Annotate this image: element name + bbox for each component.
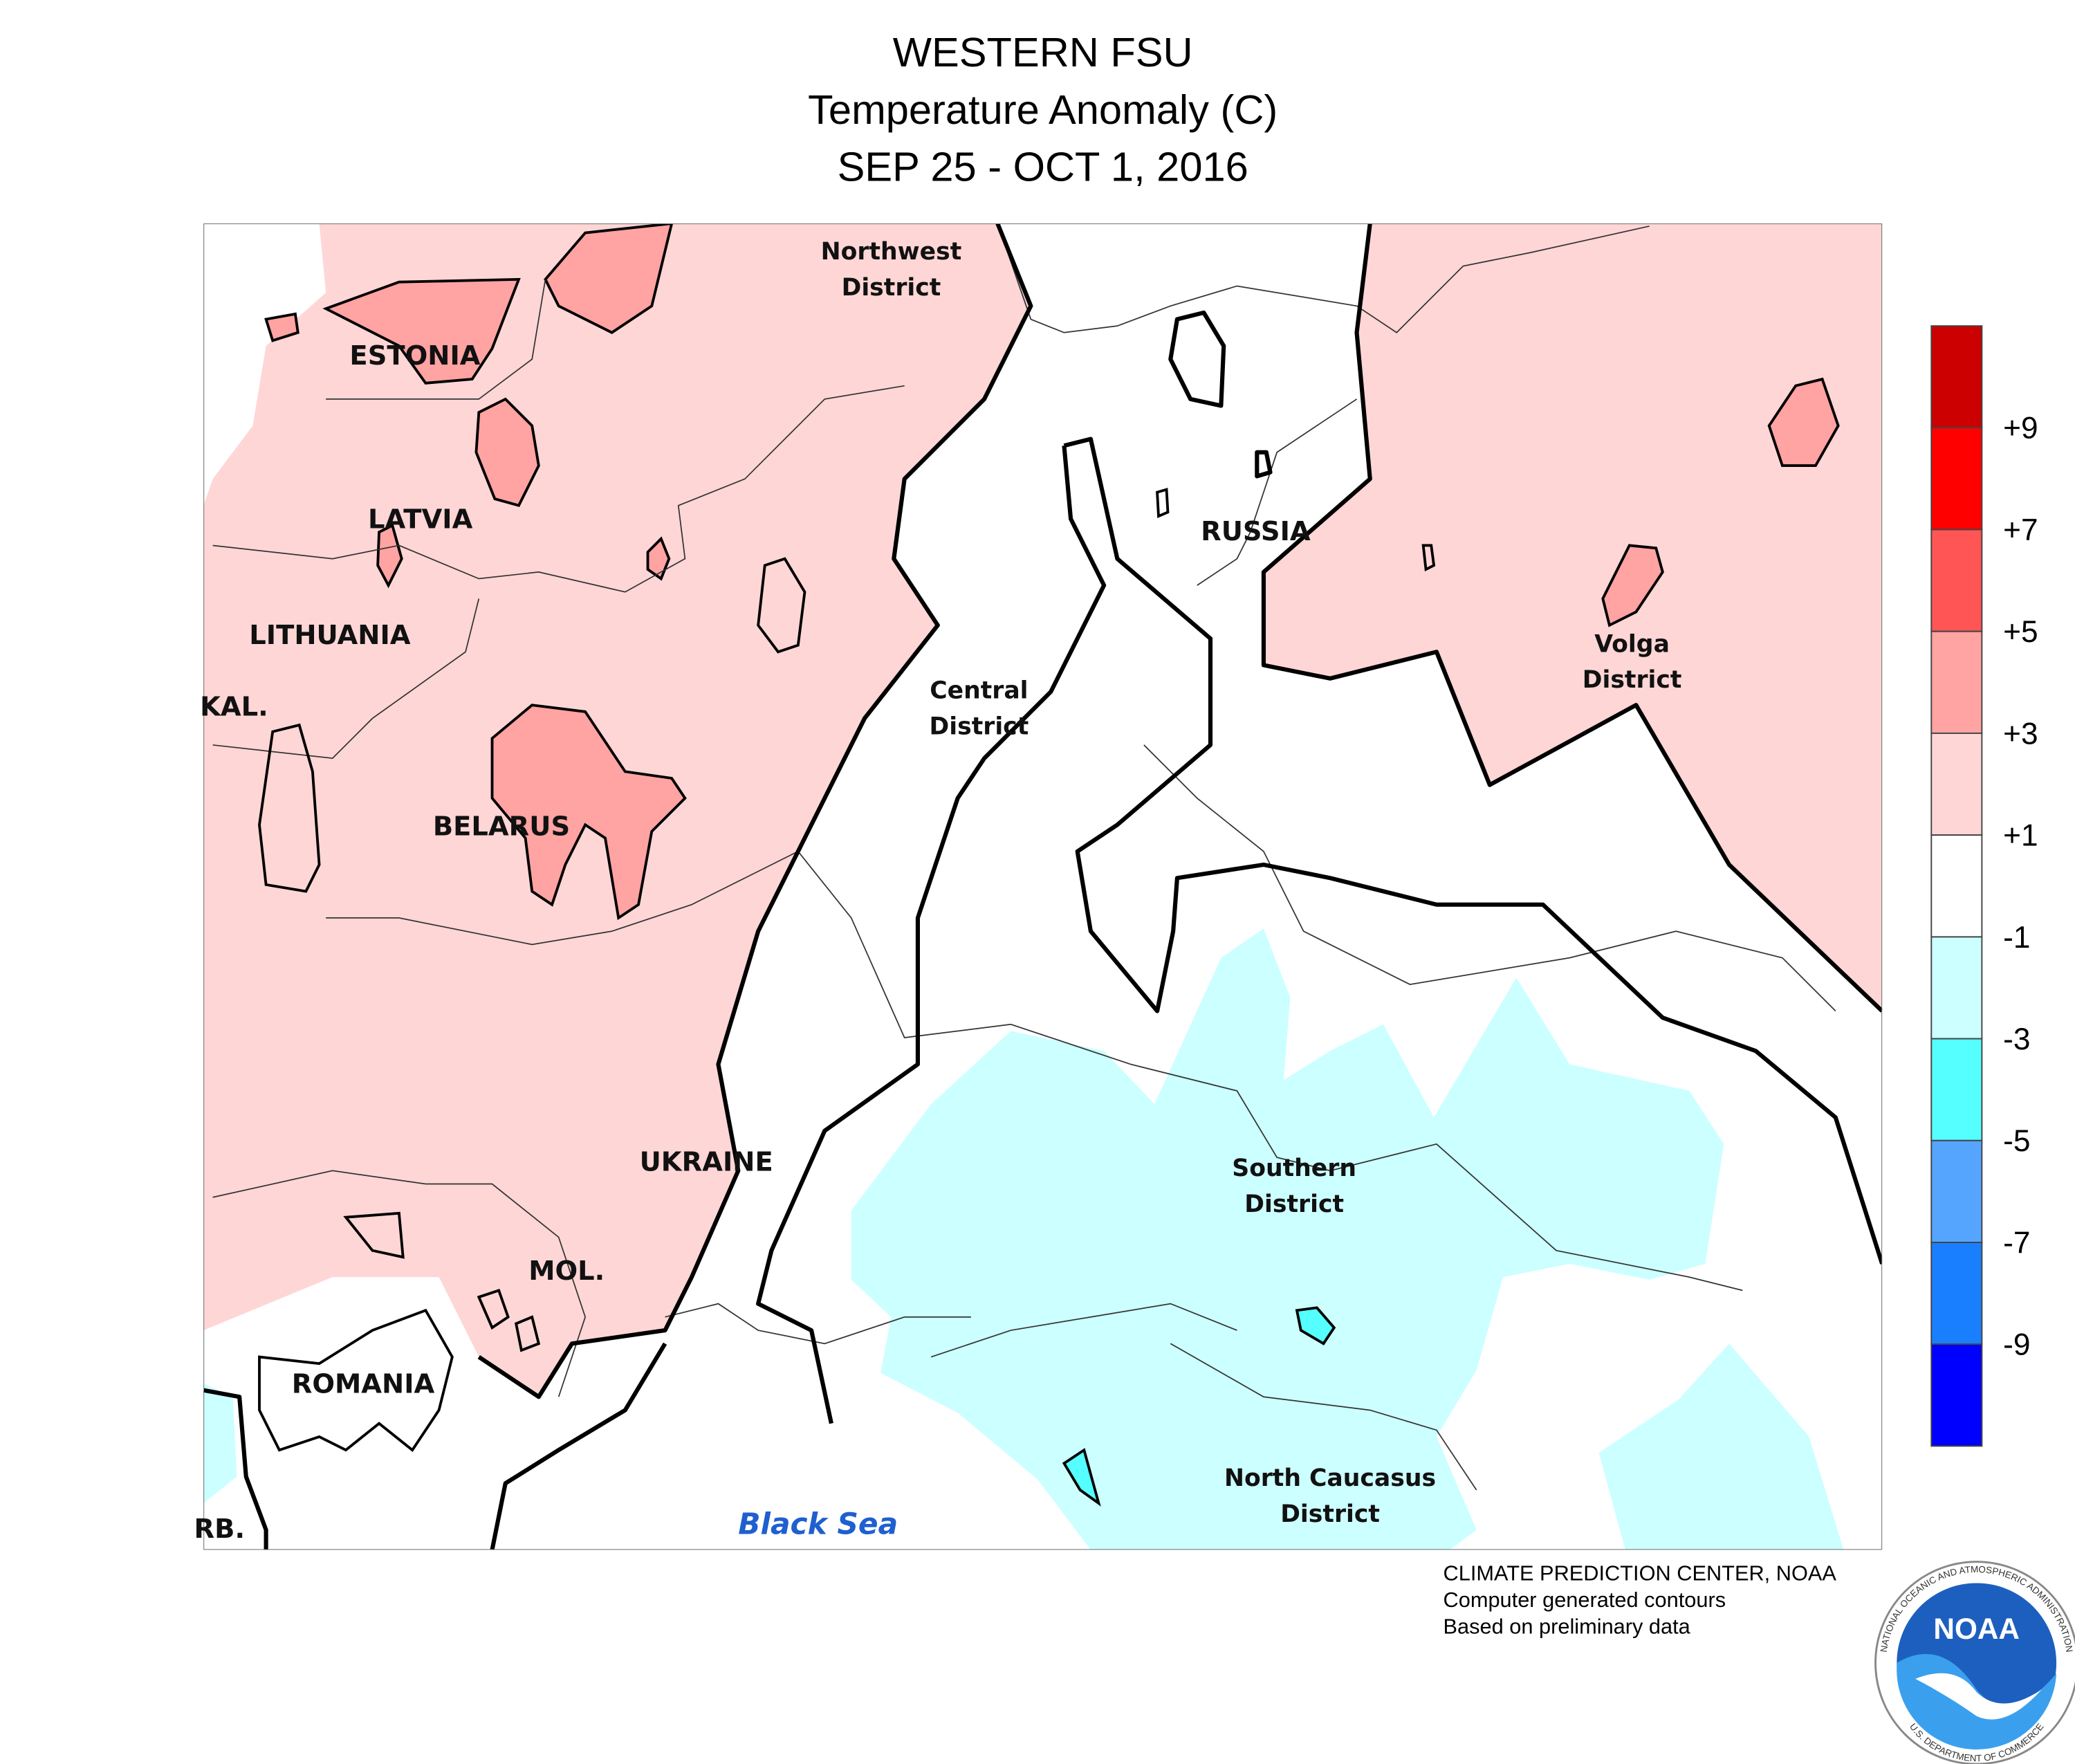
legend-swatch [1930, 936, 1983, 1040]
map-label: Northwest [821, 238, 962, 266]
legend-swatch [1930, 427, 1983, 531]
legend-swatch [1930, 834, 1983, 938]
map-label: District [1244, 1191, 1344, 1218]
credit: Computer generated contours [1444, 1588, 1726, 1612]
legend-label: -9 [2003, 1328, 2030, 1362]
map-label: District [930, 713, 1029, 741]
legend-swatch [1930, 630, 1983, 734]
map-label: BELARUS [433, 811, 570, 843]
noaa-logo: NOAA NATIONAL OCEANIC AND ATMOSPHERIC AD… [1874, 1561, 2075, 1764]
legend-label: +1 [2003, 819, 2038, 853]
map-label: MOL. [528, 1256, 605, 1287]
date: SEP 25 - OCT 1, 2016 [838, 144, 1248, 190]
legend-swatch [1930, 733, 1983, 836]
map-label: Central [930, 677, 1028, 705]
map-label: Southern [1232, 1155, 1356, 1182]
legend-swatch [1930, 529, 1983, 632]
legend-swatch [1930, 1242, 1983, 1345]
legend-swatch [1930, 1343, 1983, 1447]
legend-label: +9 [2003, 412, 2038, 445]
map-label: ROMANIA [292, 1368, 435, 1399]
legend-label: +5 [2003, 615, 2038, 649]
subtitle: Temperature Anomaly (C) [808, 86, 1278, 133]
logo-text: NOAA [1933, 1613, 2020, 1645]
legend-label: -7 [2003, 1226, 2030, 1260]
title: WESTERN FSU [893, 29, 1193, 75]
legend-label: -1 [2003, 921, 2030, 955]
map-label: LATVIA [368, 504, 473, 535]
map-label: North Caucasus [1224, 1464, 1436, 1492]
legend-swatch [1930, 1038, 1983, 1141]
legend-label: +7 [2003, 513, 2038, 547]
legend-swatch [1930, 325, 1983, 429]
map [203, 223, 1883, 1550]
map-label: Volga [1594, 630, 1670, 658]
map-label: District [1280, 1500, 1380, 1528]
map-label: ESTONIA [349, 340, 480, 371]
map-label: RUSSIA [1201, 516, 1311, 547]
legend-label: -3 [2003, 1022, 2030, 1056]
legend-swatch [1930, 1139, 1983, 1243]
map-label: RB. [194, 1514, 246, 1545]
legend: +9 +7 +5 +3 +1 -1 -3 -5 -7 -9 [1930, 325, 2038, 1447]
map-label: District [1583, 666, 1682, 694]
legend-label: +3 [2003, 717, 2038, 751]
sea-label: Black Sea [738, 1507, 898, 1541]
legend-label: -5 [2003, 1124, 2030, 1158]
credit: CLIMATE PREDICTION CENTER, NOAA [1444, 1561, 1837, 1586]
map-label: UKRAINE [640, 1146, 773, 1177]
credit: Based on preliminary data [1444, 1615, 1691, 1639]
map-labels: Northwest District ESTONIA LATVIA LITHUANIA K… [194, 238, 1682, 1545]
map-label: LITHUANIA [249, 620, 411, 651]
map-label: District [842, 274, 941, 302]
map-label: KAL. [200, 692, 268, 723]
